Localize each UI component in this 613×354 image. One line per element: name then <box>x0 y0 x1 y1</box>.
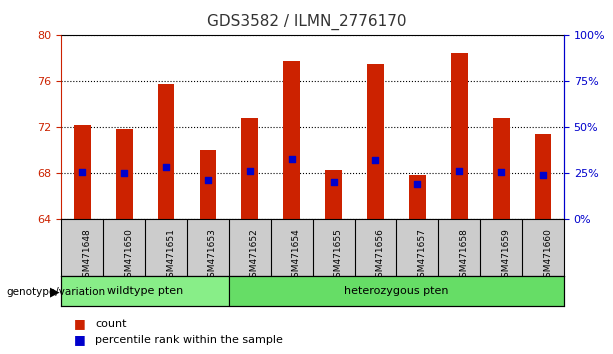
Point <box>538 172 548 177</box>
Text: GSM471656: GSM471656 <box>375 228 384 283</box>
Point <box>287 156 297 161</box>
Point <box>370 157 380 162</box>
Point <box>329 179 338 184</box>
Text: GSM471650: GSM471650 <box>124 228 133 283</box>
Text: GSM471652: GSM471652 <box>250 228 259 283</box>
Text: GSM471655: GSM471655 <box>333 228 343 283</box>
FancyBboxPatch shape <box>229 276 564 306</box>
Text: count: count <box>95 319 126 329</box>
Bar <box>74 125 91 219</box>
Point <box>245 168 255 174</box>
Point <box>496 170 506 175</box>
Text: GSM471651: GSM471651 <box>166 228 175 283</box>
FancyBboxPatch shape <box>61 276 229 306</box>
Text: GSM471660: GSM471660 <box>543 228 552 283</box>
Text: genotype/variation: genotype/variation <box>6 287 105 297</box>
Text: ▶: ▶ <box>50 286 60 298</box>
Text: GSM471657: GSM471657 <box>417 228 427 283</box>
Point <box>119 171 129 176</box>
Bar <box>493 118 509 219</box>
Bar <box>325 170 342 219</box>
Text: wildtype pten: wildtype pten <box>107 286 183 296</box>
Bar <box>409 175 425 219</box>
Text: GDS3582 / ILMN_2776170: GDS3582 / ILMN_2776170 <box>207 14 406 30</box>
Point <box>413 181 422 187</box>
Text: GSM471653: GSM471653 <box>208 228 217 283</box>
Bar <box>367 64 384 219</box>
Point <box>454 168 464 174</box>
Point <box>161 164 171 170</box>
Bar <box>283 61 300 219</box>
Point <box>203 177 213 183</box>
Text: heterozygous pten: heterozygous pten <box>344 286 449 296</box>
Bar <box>199 150 216 219</box>
Text: ■: ■ <box>74 333 85 346</box>
Bar <box>451 53 468 219</box>
Bar <box>158 84 175 219</box>
Text: GSM471658: GSM471658 <box>459 228 468 283</box>
Bar <box>535 134 552 219</box>
Bar <box>242 118 258 219</box>
Text: GSM471659: GSM471659 <box>501 228 510 283</box>
Text: percentile rank within the sample: percentile rank within the sample <box>95 335 283 345</box>
Text: ■: ■ <box>74 318 85 330</box>
Text: GSM471648: GSM471648 <box>82 228 91 283</box>
Bar <box>116 129 132 219</box>
Text: GSM471654: GSM471654 <box>292 228 301 283</box>
Point <box>77 170 87 175</box>
